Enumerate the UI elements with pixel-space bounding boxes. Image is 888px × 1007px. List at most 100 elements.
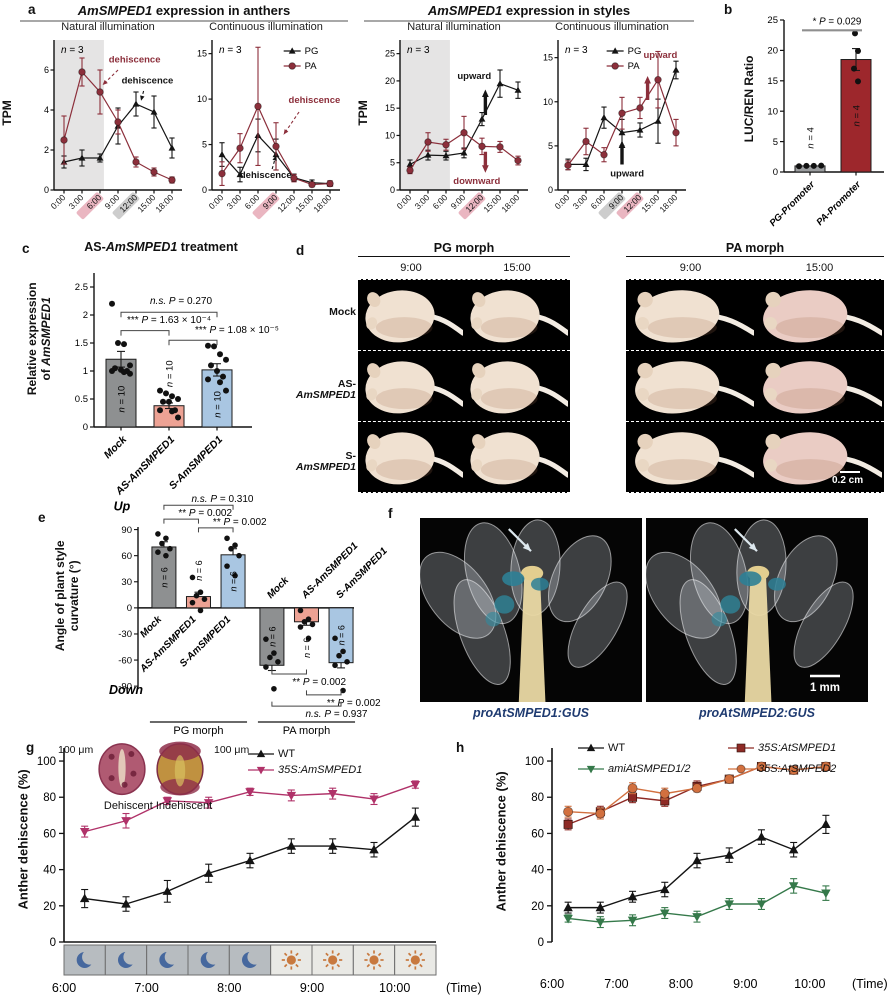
- svg-text:6:00: 6:00: [540, 977, 564, 991]
- svg-text:*** P = 1.63 × 10⁻⁴: *** P = 1.63 × 10⁻⁴: [127, 315, 211, 326]
- svg-text:18:00: 18:00: [311, 192, 333, 214]
- panel-h-label: h: [456, 740, 465, 755]
- flower-bud-photo: [358, 280, 463, 350]
- svg-text:Mock: Mock: [102, 433, 130, 461]
- svg-text:0:00: 0:00: [49, 192, 68, 211]
- panel-g: g Anther dehiscence (%) 0 20 40 60 80 100 6:00…: [0, 740, 482, 1007]
- svg-text:60: 60: [531, 828, 544, 840]
- svg-text:60: 60: [121, 551, 132, 562]
- legend-entry-35S:AmSMPED1: 35S:AmSMPED1: [248, 764, 362, 776]
- series-PG: [406, 69, 522, 170]
- svg-text:-90: -90: [118, 681, 132, 692]
- n-label: n = 3: [407, 45, 430, 56]
- svg-text:8:00: 8:00: [217, 981, 241, 995]
- anther-indehiscent-image: [156, 741, 204, 796]
- chart-style-curvature: -90 -60 -30 0 30 60 90 Up Down n = 6 Mock n = 6 AS-A…: [104, 486, 390, 738]
- chart-anthers-continuous: 0 5 10 15 0:00 3:00 6:00 9:00 12:00 15:00 18:00 n =…: [188, 34, 344, 234]
- svg-text:60: 60: [43, 828, 56, 840]
- svg-text:15:00: 15:00: [135, 192, 157, 214]
- chart-b-svg: 0 5 10 15 20 25 n = 4 PG-Promoter n = 4 PA-Promot…: [767, 15, 884, 229]
- svg-text:PA: PA: [305, 61, 318, 72]
- svg-text:n.s. P = 0.310: n.s. P = 0.310: [191, 494, 253, 505]
- series-WT: [563, 814, 831, 914]
- n-label: n = 3: [219, 45, 242, 56]
- svg-text:0: 0: [44, 185, 49, 195]
- panel-d-label: d: [296, 243, 305, 258]
- gus-flower-photo: [419, 518, 642, 702]
- series-35S:AmSMPED1: [79, 780, 421, 838]
- svg-text:20: 20: [385, 76, 395, 86]
- svg-text:n = 6: n = 6: [337, 625, 347, 645]
- svg-text:PG-Promoter: PG-Promoter: [768, 178, 819, 229]
- anthers-title-gene: AmSMPED1: [77, 3, 153, 18]
- gus-photo-smped2: 1 mm: [645, 518, 868, 702]
- svg-text:n = 4: n = 4: [806, 127, 817, 148]
- svg-text:2: 2: [83, 310, 88, 321]
- svg-text:18:00: 18:00: [499, 192, 521, 214]
- svg-text:4: 4: [44, 105, 49, 115]
- legend-marker: [578, 765, 604, 774]
- time-axis-label: (Time): [446, 981, 482, 995]
- g-scale-left: 100 μm: [58, 744, 94, 756]
- svg-text:12:00: 12:00: [275, 192, 297, 214]
- pg-morph-header: PG morph: [358, 241, 570, 257]
- svg-text:0: 0: [390, 185, 395, 195]
- sun-icon: [364, 950, 384, 970]
- svg-text:15: 15: [197, 49, 207, 59]
- series-PA: [564, 50, 680, 171]
- svg-text:n = 6: n = 6: [267, 626, 277, 646]
- panel-g-label: g: [26, 740, 35, 755]
- svg-text:1: 1: [83, 366, 88, 377]
- svg-text:7:00: 7:00: [134, 981, 158, 995]
- svg-text:10:00: 10:00: [794, 977, 825, 991]
- legend-entry-PA: PA: [283, 61, 318, 72]
- chart-as-treatment: 0 0.5 1 1.5 2 2.5 n = 10 Mock n = 10 AS-AmSMPED1 n…: [64, 257, 294, 498]
- svg-text:15:00: 15:00: [293, 192, 315, 214]
- svg-text:15: 15: [385, 103, 395, 113]
- annotation-dehiscence: dehiscence: [289, 95, 341, 106]
- legend-entry-35S:AtSMPED2: 35S:AtSMPED2: [728, 763, 888, 775]
- svg-text:n.s. P = 0.270: n.s. P = 0.270: [150, 296, 212, 307]
- svg-text:3:00: 3:00: [225, 192, 244, 211]
- svg-text:0: 0: [773, 167, 778, 178]
- svg-text:18:00: 18:00: [153, 192, 175, 214]
- svg-text:5: 5: [390, 158, 395, 168]
- chart-g-svg: 0 20 40 60 80 100 6:00 7:00 8:00 9:00 10:00 (Time): [37, 748, 482, 995]
- anther-dehiscent-image: [98, 743, 146, 796]
- legend-marker: [578, 743, 604, 752]
- legend-entry-PA: PA: [606, 61, 640, 72]
- annotation-upward: upward: [457, 71, 491, 82]
- daynight-strip: [63, 944, 437, 976]
- svg-text:n = 10: n = 10: [213, 391, 224, 418]
- svg-text:PA-Promoter: PA-Promoter: [814, 178, 864, 228]
- panel-c-ylabel: Relative expression of AmSMPED1: [25, 279, 54, 399]
- flower-bud-photo: [358, 351, 463, 421]
- svg-text:n.s. P = 0.937: n.s. P = 0.937: [305, 709, 367, 720]
- svg-text:6:00: 6:00: [431, 192, 450, 211]
- legend-marker: [728, 764, 754, 774]
- svg-text:0: 0: [127, 603, 132, 614]
- subtitle-anthers-natural: Natural illumination: [61, 21, 155, 33]
- svg-text:10: 10: [543, 97, 553, 107]
- chart-styles-continuous: 0 5 10 15 0:00 3:00 6:00 9:00 12:00 15:00 18:00 n =…: [534, 34, 690, 234]
- n-label: n = 3: [61, 45, 84, 56]
- svg-text:n = 6: n = 6: [302, 638, 312, 658]
- svg-text:PG: PG: [628, 46, 642, 57]
- panel-e-ylabel: Angle of plant style curvature (°): [53, 540, 81, 652]
- svg-text:-60: -60: [118, 655, 132, 666]
- series-PA: [218, 46, 334, 189]
- annotation-downward: downward: [453, 176, 500, 187]
- panel-c-ylabel-line1: Relative expression: [25, 282, 40, 396]
- chart-h-svg: 0 20 40 60 80 100 6:00 7:00 8:00 9:00 10:00 (Time): [525, 748, 888, 991]
- chart-e-svg: -90 -60 -30 0 30 60 90 Up Down n = 6 Mock n = 6 AS-A…: [109, 494, 390, 737]
- panel-b: b LUC/REN Ratio 0 5 10 15 20 25 n = 4 PG-Promot…: [720, 0, 888, 236]
- f-scale-label: 1 mm: [810, 682, 840, 694]
- svg-text:6:00: 6:00: [52, 981, 76, 995]
- svg-text:20: 20: [43, 901, 56, 913]
- group-label-PG morph: PG morph: [173, 725, 223, 737]
- legend-entry-amiAtSMPED1/2: amiAtSMPED1/2: [578, 763, 728, 775]
- series-amiAtSMPED1/2: [563, 878, 831, 929]
